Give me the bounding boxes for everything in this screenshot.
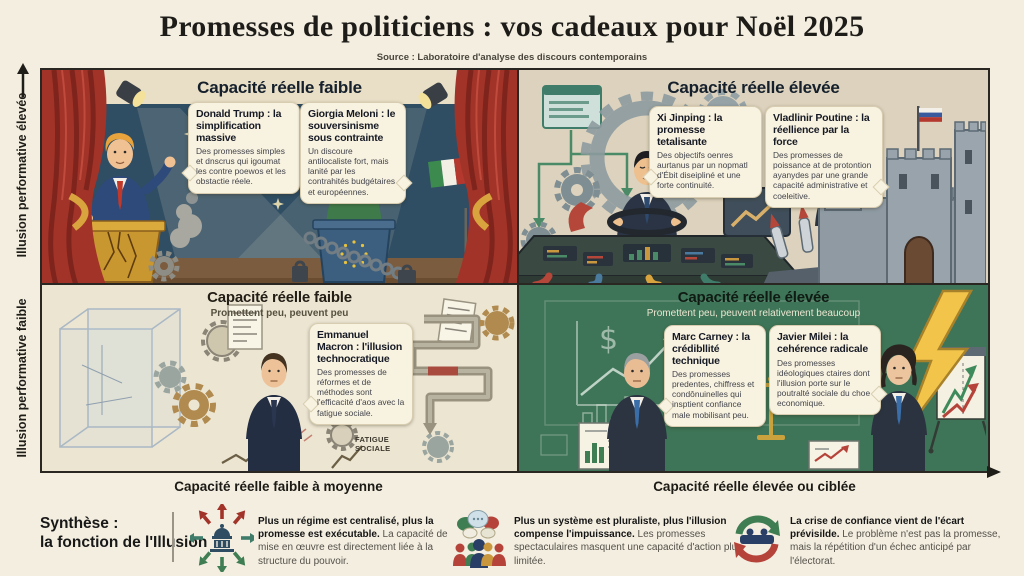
rocket-icon — [770, 213, 789, 259]
red-machine-claw — [568, 202, 593, 232]
figure-title: Xi Jinping : la promesse tetalisante — [657, 112, 723, 148]
figure-desc: Des promesses predentes, chiffress et co… — [672, 369, 755, 420]
russia-flag-icon — [917, 106, 942, 151]
x-axis-label-left: Capacité réelle faible à moyenne — [174, 479, 383, 494]
quadrant-subheader: Promettent peu, peuvent peu — [210, 308, 349, 319]
synthesis-title: Synthèse : la fonction de l'Illusion — [40, 514, 207, 553]
synthesis-point-text: Le problème n'est pas la promesse, mais … — [790, 529, 1001, 567]
carney-speech-bubble: Marc Carney : la crédibllité technique D… — [664, 325, 766, 427]
capitol-radiating-arrows-icon — [190, 504, 254, 572]
figure-title: Marc Carney : la crédibllité technique — [672, 331, 750, 367]
figure-title: Emmanuel Macron : l'illusion technocrati… — [317, 329, 403, 365]
quadrant-header: Capacité réelle élevée — [677, 289, 830, 306]
y-axis-arrow-icon — [17, 63, 29, 97]
spotlight-fixture-left — [116, 80, 146, 107]
synthesis-point-text: Les promesses spectaculaires masquent un… — [514, 529, 743, 567]
synthesis-point-bold: La crise de confiance vient de l'écart p… — [790, 516, 965, 541]
milei-speech-bubble: Javier Milei : la cehérence radicale Des… — [769, 325, 881, 415]
figure-desc: Un discoure antilocaliste fort, mais lan… — [308, 146, 396, 197]
fatigue-sociale-label: FATIGUE SOCIALE — [355, 435, 391, 453]
chain — [303, 231, 405, 280]
figure-desc: Des promesses de réformes et de méthodes… — [317, 367, 405, 418]
xi-speech-bubble: Xi Jinping : la promesse tetalisante Des… — [649, 106, 762, 198]
crowd-speech-bubbles-icon — [453, 510, 506, 568]
x-axis-arrow-icon — [987, 466, 1001, 478]
figure-title: Giorgia Meloni : le souversinisme sous c… — [308, 108, 396, 144]
macron-figure — [246, 353, 302, 471]
synthesis-point: La crise de confiance vient de l'écart p… — [790, 515, 1012, 568]
console-screens — [543, 244, 753, 268]
synthesis-point: Plus un système est pluraliste, plus l'i… — [514, 515, 746, 568]
eu-podium-chained — [292, 219, 416, 283]
quadrant-header: Capacité réelle faible — [207, 289, 352, 306]
steering-wheel — [607, 208, 687, 236]
flowchart-window-icon — [542, 85, 602, 129]
chalk-dollar-sign: $ — [599, 322, 618, 357]
carney-figure — [607, 353, 667, 471]
meloni-speech-bubble: Giorgia Meloni : le souversinisme sous c… — [300, 102, 406, 204]
quadrant-bottom-right: $ — [519, 285, 988, 471]
page-title: Promesses de politiciens : vos cadeaux p… — [159, 10, 865, 43]
rocket-icon — [798, 204, 814, 253]
figure-desc: Des promesses idéologiques ctaires dont … — [777, 357, 871, 408]
quadrant-subheader: Promettent peu, peuvent relativement bea… — [646, 308, 861, 319]
cycle-arrows-icon — [734, 515, 780, 563]
figure-title: Donald Trump : la simplification massive — [196, 108, 282, 144]
x-axis-label-right: Capacité réelle élevée ou ciblée — [653, 479, 856, 494]
crowd-silhouettes — [453, 539, 506, 568]
fortress-door — [904, 236, 934, 283]
source-caption: Source : Laboratoire d'analyse des disco… — [376, 52, 648, 63]
synthesis-point-text: La capacité de mise en œuvre est directe… — [258, 529, 448, 567]
chalkboard-scene-illustration: $ — [540, 289, 986, 471]
quadrant-top-left: Capacité réelle faible Donald Trump : la… — [42, 70, 519, 285]
mini-chart-document-icon — [808, 440, 860, 470]
trump-speech-bubble: Donald Trump : la simplification massive… — [188, 102, 300, 194]
chain-weight — [292, 260, 416, 283]
curtain-right — [454, 70, 517, 283]
synthesis-title-line1: Synthèse : — [40, 515, 119, 532]
quadrant-top-right: Capacité réelle élevée Xi Jinping : la p… — [519, 70, 988, 285]
control-console — [519, 208, 802, 283]
spotlight-fixture-right — [418, 82, 448, 109]
quadrant-header: Capacité réelle élevée — [667, 78, 840, 97]
quadrant-header: Capacité réelle faible — [197, 78, 362, 97]
synthesis-title-line2: la fonction de l'Illusion — [40, 534, 208, 552]
figure-desc: Des promesses de poissance at de protont… — [773, 150, 872, 201]
figure-desc: Des objectifs oenres aurtanus par un nop… — [657, 150, 748, 191]
blueprint-scene-illustration — [59, 298, 515, 471]
figure-desc: Des promesses simples et dnscrus qui igo… — [196, 146, 286, 187]
putin-speech-bubble: Vladlinir Poutine : la réellience par la… — [765, 106, 883, 208]
figure-title: Javier Milei : la cehérence radicale — [777, 331, 868, 355]
quadrant-bottom-left: Capacité réelle faible Promettent peu, p… — [42, 285, 519, 471]
trump-figure — [79, 133, 176, 223]
synthesis-point: Plus un régime est centralisé, plus la p… — [258, 515, 464, 568]
synthesis-point-bold: Plus un régime est centralisé, plus la p… — [258, 516, 434, 541]
document-icon — [227, 304, 263, 350]
console-cables — [532, 272, 721, 283]
curtain-left — [42, 70, 107, 283]
milei-figure — [871, 344, 927, 471]
quadrant-grid: Capacité réelle faible Donald Trump : la… — [40, 68, 990, 473]
wireframe-glass-box — [59, 308, 181, 448]
synthesis-divider — [172, 512, 174, 562]
figure-title: Vladlinir Poutine : la réellience par la… — [773, 112, 870, 148]
stage-floor-edge — [42, 278, 517, 283]
macron-speech-bubble: Emmanuel Macron : l'illusion technocrati… — [309, 323, 413, 425]
synthesis-point-bold: Plus un système est pluraliste, plus l'i… — [514, 516, 727, 541]
y-axis-label-bottom: Illusion performative faible — [15, 298, 29, 458]
eu-stars — [340, 240, 368, 268]
